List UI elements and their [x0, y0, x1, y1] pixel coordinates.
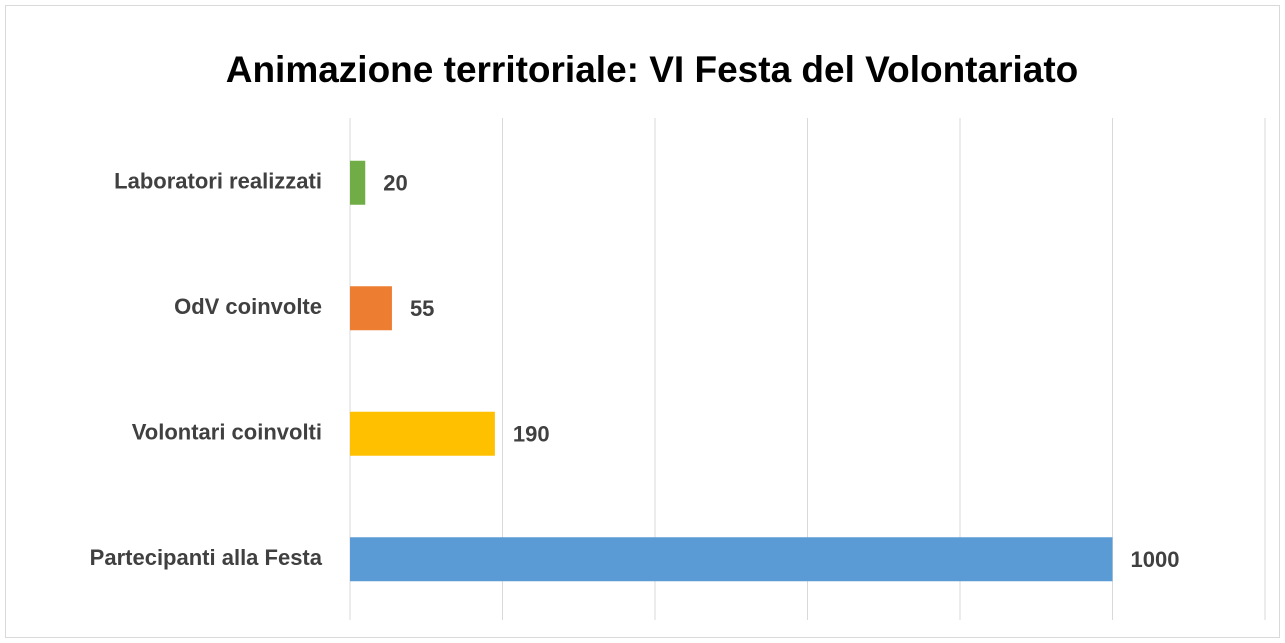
y-tick-label: Partecipanti alla Festa — [90, 545, 323, 570]
chart-border — [5, 5, 1280, 638]
data-label: 20 — [383, 171, 407, 196]
bar — [350, 537, 1113, 582]
bar — [350, 286, 392, 331]
bar — [350, 411, 495, 456]
y-tick-label: Volontari coinvolti — [132, 420, 322, 445]
y-tick-label: OdV coinvolte — [174, 294, 322, 319]
data-label: 1000 — [1131, 547, 1180, 572]
bar — [350, 160, 366, 205]
y-tick-label: Laboratori realizzati — [114, 169, 322, 194]
chart-title: Animazione territoriale: VI Festa del Vo… — [226, 49, 1079, 90]
data-label: 55 — [410, 296, 434, 321]
data-label: 190 — [513, 422, 550, 447]
